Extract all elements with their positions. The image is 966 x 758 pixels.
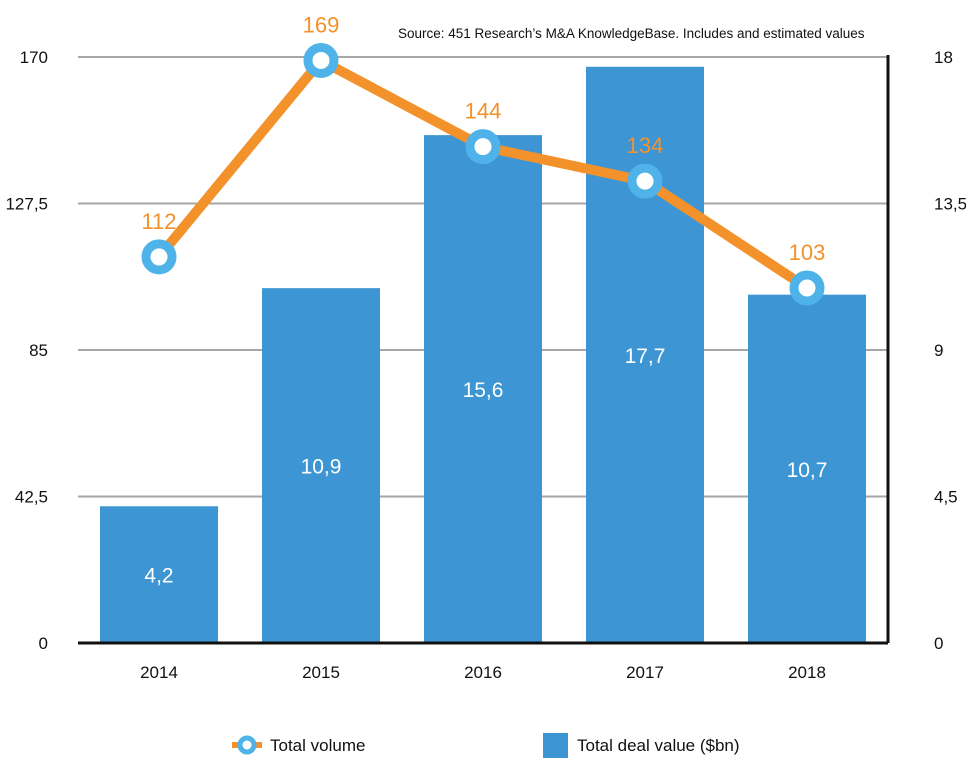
legend-item-total-deal-value[interactable]: Total deal value ($bn) [543,733,740,758]
left-axis-tick-label: 42,5 [15,488,48,507]
line-point [627,163,663,199]
right-axis-tick-label: 13,5 [934,195,966,214]
left-axis-tick-label: 170 [20,48,48,67]
bar [424,135,542,643]
data-labels: 4,2 10,9 15,6 17,7 10,7 112 169 144 134 103 [141,12,827,587]
line-value-label: 112 [141,209,176,234]
bar-value-label: 10,7 [787,459,828,482]
legend: Total volume Total deal value ($bn) [232,733,740,758]
bar-series [100,66,866,644]
left-axis-tick-label: 127,5 [5,195,48,214]
x-axis-tick-label: 2018 [788,663,826,682]
bar-value-label: 10,9 [301,456,342,479]
line-series [141,42,825,306]
source-note: Source: 451 Research’s M&A KnowledgeBase… [398,26,865,41]
right-axis-tick-label: 18 [934,48,953,67]
line-point [141,239,177,275]
legend-label-total-deal-value: Total deal value ($bn) [577,736,740,755]
legend-label-total-volume: Total volume [270,736,365,755]
legend-bar-swatch [543,733,568,758]
right-axis-tick-label: 0 [934,634,943,653]
bar [748,294,866,643]
line-value-label: 169 [303,12,340,37]
line-point [789,270,825,306]
x-axis-tick-label: 2015 [302,663,340,682]
x-axis-tick-label: 2016 [464,663,502,682]
axes: 0 42,5 85 127,5 170 0 4,5 9 13,5 18 2014 2015 2016 20… [5,48,966,682]
right-axis-tick-label: 9 [934,341,943,360]
bar [586,66,704,644]
x-axis-tick-label: 2017 [626,663,664,682]
bar-value-label: 17,7 [625,345,666,368]
bar [100,506,218,643]
bar [262,288,380,643]
left-axis-tick-label: 85 [29,341,48,360]
line-point [465,129,501,165]
right-axis-tick-label: 4,5 [934,488,958,507]
line-value-label: 134 [627,133,664,158]
line-point [303,42,339,78]
line-value-label: 144 [465,99,502,124]
bar-value-label: 4,2 [144,565,173,588]
x-axis-tick-label: 2014 [140,663,178,682]
legend-item-total-volume[interactable]: Total volume [232,735,365,755]
legend-marker-icon [237,735,257,755]
left-axis-tick-label: 0 [39,634,48,653]
bar-value-label: 15,6 [463,379,504,402]
line-value-label: 103 [789,240,826,265]
